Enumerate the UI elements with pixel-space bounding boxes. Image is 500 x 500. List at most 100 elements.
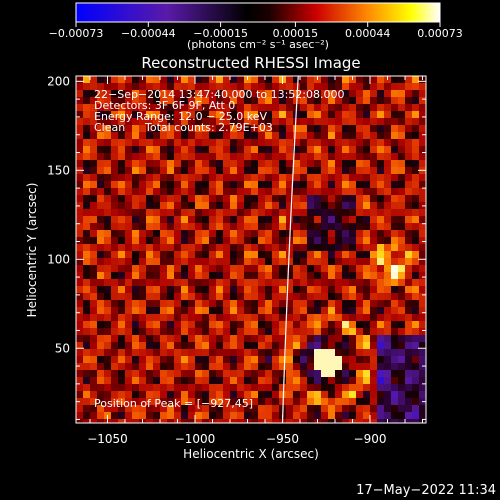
heatmap-cell <box>153 209 160 216</box>
heatmap-cell <box>328 419 335 423</box>
heatmap-cell <box>237 272 244 279</box>
heatmap-cell <box>174 202 181 209</box>
heatmap-cell <box>349 384 356 391</box>
heatmap-cell <box>237 377 244 384</box>
heatmap-cell <box>363 244 370 251</box>
heatmap-cell <box>342 405 349 412</box>
heatmap-cell <box>300 83 307 90</box>
heatmap-cell <box>272 174 279 181</box>
heatmap-cell <box>314 412 321 419</box>
heatmap-cell <box>118 195 125 202</box>
heatmap-cell <box>293 391 300 398</box>
heatmap-cell <box>293 174 300 181</box>
heatmap-cell <box>265 195 272 202</box>
heatmap-cell <box>265 223 272 230</box>
heatmap-cell <box>391 160 398 167</box>
heatmap-cell <box>300 97 307 104</box>
heatmap-cell <box>370 272 377 279</box>
heatmap-cell <box>251 370 258 377</box>
heatmap-cell <box>251 244 258 251</box>
heatmap-cell <box>111 279 118 286</box>
heatmap-cell <box>293 349 300 356</box>
heatmap-cell <box>83 419 90 423</box>
heatmap-cell <box>174 370 181 377</box>
heatmap-cell <box>83 342 90 349</box>
heatmap-cell <box>391 118 398 125</box>
heatmap-cell <box>293 286 300 293</box>
heatmap-cell <box>174 300 181 307</box>
heatmap-cell <box>90 356 97 363</box>
heatmap-cell <box>139 83 146 90</box>
heatmap-cell <box>349 265 356 272</box>
heatmap-cell <box>216 230 223 237</box>
heatmap-cell <box>153 370 160 377</box>
heatmap-cell <box>223 314 230 321</box>
heatmap-cell <box>405 230 412 237</box>
heatmap-cell <box>356 377 363 384</box>
heatmap-cell <box>384 223 391 230</box>
heatmap-cell <box>118 307 125 314</box>
heatmap-cell <box>286 97 293 104</box>
heatmap-cell <box>398 153 405 160</box>
heatmap-cell <box>265 237 272 244</box>
heatmap-cell <box>405 398 412 405</box>
heatmap-cell <box>349 83 356 90</box>
heatmap-cell <box>202 83 209 90</box>
heatmap-cell <box>139 328 146 335</box>
chart-title: Reconstructed RHESSI Image <box>141 54 360 72</box>
heatmap-cell <box>251 202 258 209</box>
heatmap-cell <box>202 328 209 335</box>
heatmap-cell <box>174 265 181 272</box>
heatmap-cell <box>209 314 216 321</box>
heatmap-cell <box>265 377 272 384</box>
heatmap-cell <box>237 223 244 230</box>
heatmap-cell <box>167 314 174 321</box>
heatmap-cell <box>83 76 90 83</box>
heatmap-cell <box>90 286 97 293</box>
heatmap-cell <box>314 384 321 391</box>
heatmap-cell <box>300 356 307 363</box>
heatmap-cell <box>125 90 132 97</box>
y-tick-label: 200 <box>47 74 70 88</box>
heatmap-cell <box>244 181 251 188</box>
heatmap-cell <box>188 384 195 391</box>
heatmap-cell <box>216 356 223 363</box>
heatmap-cell <box>153 314 160 321</box>
heatmap-cell <box>356 251 363 258</box>
heatmap-cell <box>132 377 139 384</box>
heatmap-cell <box>132 363 139 370</box>
heatmap-cell <box>349 286 356 293</box>
heatmap-cell <box>251 265 258 272</box>
heatmap-cell <box>216 146 223 153</box>
heatmap-cell <box>125 146 132 153</box>
heatmap-cell <box>391 349 398 356</box>
heatmap-cell <box>237 160 244 167</box>
heatmap-cell <box>321 160 328 167</box>
heatmap-cell <box>377 391 384 398</box>
heatmap-cell <box>111 167 118 174</box>
heatmap-cell <box>391 139 398 146</box>
heatmap-cell <box>335 146 342 153</box>
heatmap-cell <box>118 167 125 174</box>
heatmap-cell <box>209 237 216 244</box>
heatmap-cell <box>76 412 83 419</box>
heatmap-cell <box>384 307 391 314</box>
heatmap-cell <box>293 342 300 349</box>
heatmap-cell <box>216 286 223 293</box>
heatmap-cell <box>279 146 286 153</box>
heatmap-cell <box>209 195 216 202</box>
heatmap-cell <box>251 174 258 181</box>
heatmap-cell <box>90 293 97 300</box>
heatmap-cell <box>412 111 419 118</box>
heatmap-cell <box>307 251 314 258</box>
heatmap-cell <box>335 328 342 335</box>
heatmap-cell <box>244 265 251 272</box>
heatmap-cell <box>160 398 167 405</box>
heatmap-cell <box>293 251 300 258</box>
heatmap-cell <box>83 405 90 412</box>
heatmap-cell <box>209 328 216 335</box>
y-axis-label: Heliocentric Y (arcsec) <box>25 183 39 318</box>
heatmap-cell <box>244 90 251 97</box>
heatmap-cell <box>356 174 363 181</box>
heatmap-cell <box>419 349 426 356</box>
